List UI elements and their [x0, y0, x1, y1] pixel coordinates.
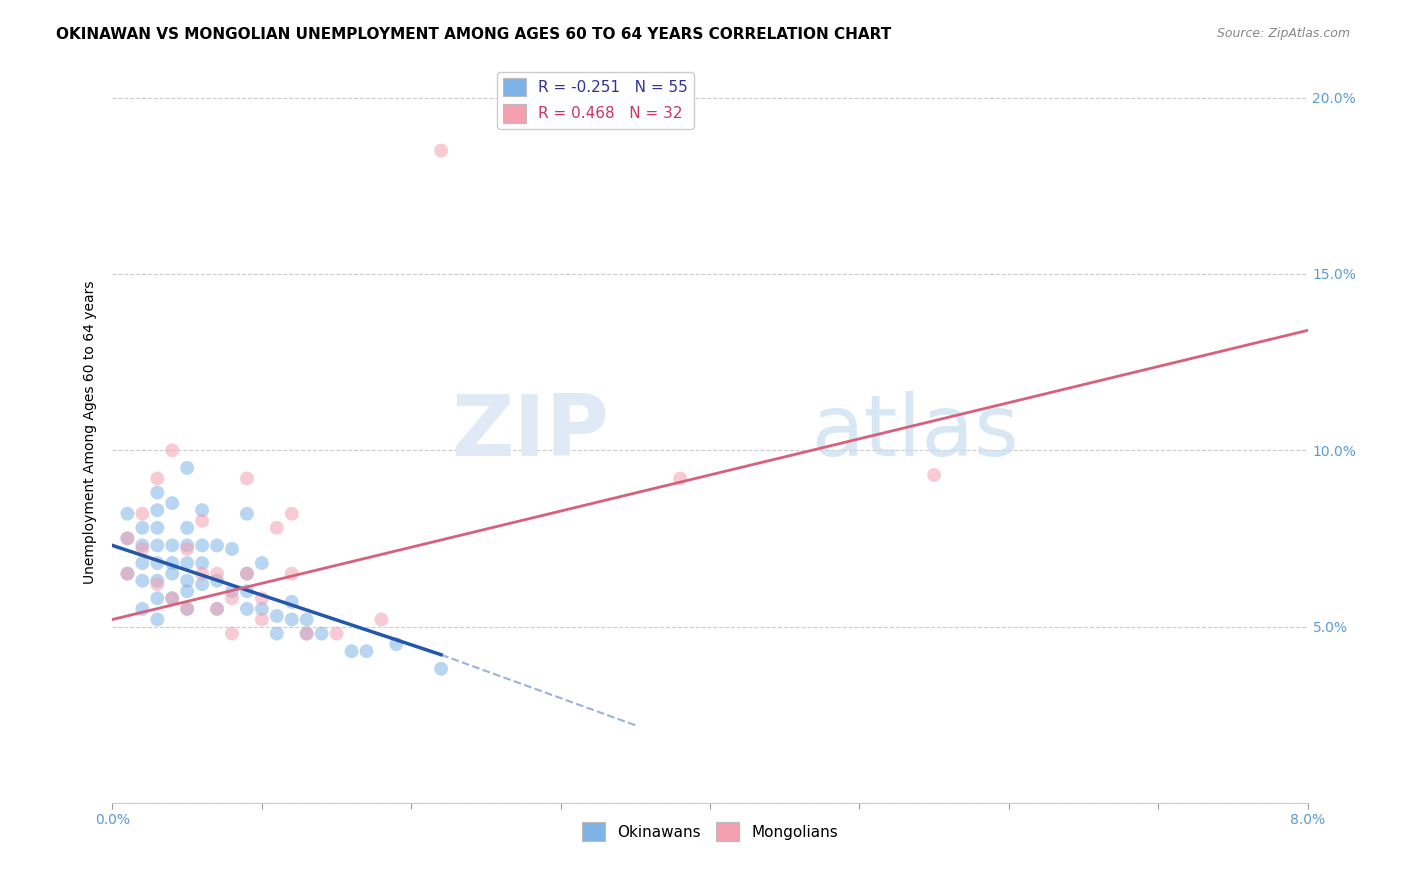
Legend: Okinawans, Mongolians: Okinawans, Mongolians	[576, 816, 844, 847]
Text: atlas: atlas	[811, 391, 1019, 475]
Point	[281, 595, 304, 609]
Point	[146, 591, 169, 606]
Point	[117, 507, 139, 521]
Point	[221, 626, 243, 640]
Point	[295, 626, 318, 640]
Point	[131, 507, 153, 521]
Point	[250, 602, 273, 616]
Point	[146, 503, 169, 517]
Point	[146, 521, 169, 535]
Point	[117, 566, 139, 581]
Point	[191, 577, 214, 591]
Point	[176, 521, 198, 535]
Text: ZIP: ZIP	[451, 391, 609, 475]
Point	[205, 602, 228, 616]
Point	[146, 612, 169, 626]
Point	[131, 538, 153, 552]
Text: Source: ZipAtlas.com: Source: ZipAtlas.com	[1216, 27, 1350, 40]
Point	[191, 514, 214, 528]
Point	[176, 538, 198, 552]
Point	[162, 538, 183, 552]
Point	[176, 602, 198, 616]
Point	[385, 637, 408, 651]
Point	[221, 584, 243, 599]
Point	[131, 541, 153, 556]
Point	[146, 577, 169, 591]
Point	[250, 612, 273, 626]
Point	[205, 538, 228, 552]
Point	[311, 626, 333, 640]
Point	[295, 626, 318, 640]
Point	[205, 566, 228, 581]
Point	[191, 556, 214, 570]
Point	[176, 584, 198, 599]
Point	[131, 521, 153, 535]
Point	[266, 521, 288, 535]
Point	[162, 591, 183, 606]
Point	[162, 443, 183, 458]
Point	[131, 574, 153, 588]
Point	[131, 602, 153, 616]
Point	[205, 602, 228, 616]
Point	[191, 566, 214, 581]
Point	[146, 556, 169, 570]
Point	[236, 471, 259, 485]
Point	[176, 461, 198, 475]
Point	[162, 556, 183, 570]
Point	[162, 566, 183, 581]
Point	[430, 662, 453, 676]
Y-axis label: Unemployment Among Ages 60 to 64 years: Unemployment Among Ages 60 to 64 years	[83, 281, 97, 584]
Point	[669, 471, 692, 485]
Point	[162, 496, 183, 510]
Point	[176, 556, 198, 570]
Point	[205, 574, 228, 588]
Point	[131, 556, 153, 570]
Point	[236, 566, 259, 581]
Point	[325, 626, 347, 640]
Point	[236, 584, 259, 599]
Point	[221, 591, 243, 606]
Point	[430, 144, 453, 158]
Point	[176, 602, 198, 616]
Point	[250, 591, 273, 606]
Point	[356, 644, 378, 658]
Text: OKINAWAN VS MONGOLIAN UNEMPLOYMENT AMONG AGES 60 TO 64 YEARS CORRELATION CHART: OKINAWAN VS MONGOLIAN UNEMPLOYMENT AMONG…	[56, 27, 891, 42]
Point	[117, 566, 139, 581]
Point	[250, 556, 273, 570]
Point	[266, 626, 288, 640]
Point	[117, 532, 139, 546]
Point	[236, 566, 259, 581]
Point	[236, 602, 259, 616]
Point	[176, 541, 198, 556]
Point	[191, 503, 214, 517]
Point	[370, 612, 392, 626]
Point	[281, 612, 304, 626]
Point	[236, 507, 259, 521]
Point	[146, 485, 169, 500]
Point	[340, 644, 363, 658]
Point	[295, 612, 318, 626]
Point	[922, 467, 945, 482]
Point	[281, 566, 304, 581]
Point	[146, 538, 169, 552]
Point	[176, 574, 198, 588]
Point	[117, 532, 139, 546]
Point	[281, 507, 304, 521]
Point	[146, 574, 169, 588]
Point	[162, 591, 183, 606]
Point	[266, 609, 288, 624]
Point	[146, 471, 169, 485]
Point	[221, 541, 243, 556]
Point	[191, 538, 214, 552]
